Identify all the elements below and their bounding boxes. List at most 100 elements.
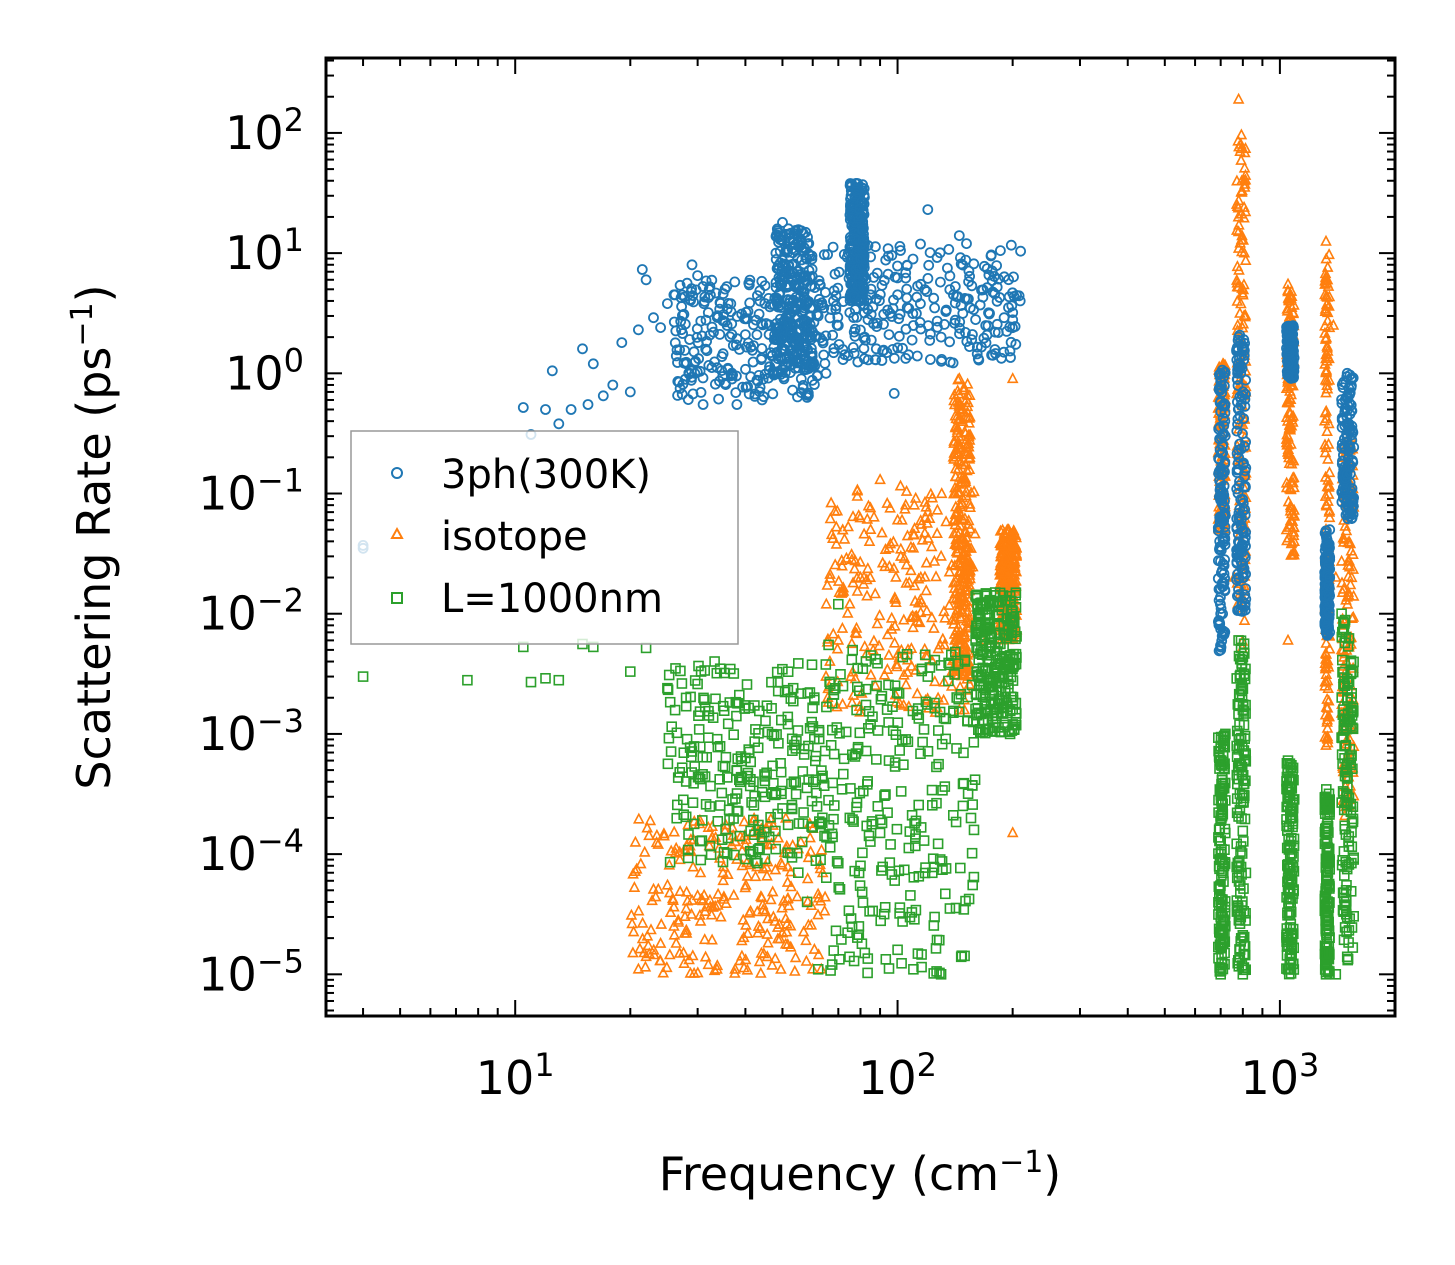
cluster-marker bbox=[1281, 534, 1293, 546]
band-marker bbox=[704, 281, 716, 293]
band-marker bbox=[795, 316, 807, 328]
band-marker bbox=[740, 856, 753, 868]
band-marker bbox=[711, 962, 723, 974]
band-marker bbox=[862, 354, 874, 366]
band-marker bbox=[793, 818, 805, 829]
band-marker bbox=[862, 953, 874, 964]
band-marker bbox=[824, 512, 837, 524]
band-marker bbox=[911, 687, 924, 699]
data-point bbox=[1215, 367, 1227, 379]
band-marker bbox=[1003, 678, 1014, 690]
data-point bbox=[922, 204, 934, 216]
band-marker bbox=[936, 355, 947, 367]
cluster-marker bbox=[1288, 321, 1299, 333]
band-marker bbox=[729, 849, 740, 861]
band-marker bbox=[869, 678, 882, 691]
band-marker bbox=[748, 799, 760, 811]
band-marker bbox=[827, 777, 839, 789]
band-marker bbox=[692, 337, 704, 349]
cluster-marker bbox=[1216, 810, 1228, 822]
cluster-marker bbox=[1238, 719, 1250, 731]
cluster-marker bbox=[1285, 419, 1298, 431]
band-marker bbox=[969, 774, 981, 786]
band-marker bbox=[828, 347, 839, 359]
band-marker bbox=[714, 328, 726, 340]
cluster-marker bbox=[1320, 331, 1333, 343]
band-marker bbox=[741, 679, 753, 690]
band-marker bbox=[862, 776, 874, 787]
band-marker bbox=[811, 309, 823, 321]
band-marker bbox=[634, 942, 646, 954]
band-marker bbox=[670, 350, 682, 362]
data-point bbox=[632, 962, 645, 974]
band-marker bbox=[873, 639, 885, 651]
band-marker bbox=[922, 531, 935, 543]
band-marker bbox=[1004, 595, 1016, 607]
band-marker bbox=[745, 848, 757, 860]
band-marker bbox=[773, 367, 784, 379]
cluster-marker bbox=[1231, 513, 1243, 524]
band-marker bbox=[784, 267, 795, 279]
band-marker bbox=[918, 724, 930, 735]
cluster-marker bbox=[1213, 923, 1225, 935]
band-marker bbox=[953, 706, 965, 718]
band-marker bbox=[665, 746, 677, 757]
cluster-marker bbox=[1322, 897, 1334, 908]
cluster-marker bbox=[1216, 899, 1228, 911]
data-point bbox=[755, 354, 767, 366]
cluster-marker bbox=[1236, 680, 1248, 692]
cluster-marker bbox=[1323, 607, 1335, 618]
band-marker bbox=[886, 249, 898, 261]
band-marker bbox=[920, 584, 933, 596]
band-marker bbox=[834, 953, 845, 965]
cluster-marker bbox=[1219, 958, 1230, 970]
band-marker bbox=[916, 533, 929, 545]
band-marker bbox=[817, 812, 828, 824]
band-marker bbox=[897, 698, 910, 710]
cluster-marker bbox=[1216, 941, 1227, 953]
band-marker bbox=[830, 537, 843, 549]
band-marker bbox=[972, 600, 984, 612]
band-marker bbox=[995, 686, 1007, 697]
band-marker bbox=[934, 706, 946, 718]
cluster-marker bbox=[1214, 763, 1225, 774]
data-point bbox=[864, 522, 877, 535]
data-point bbox=[655, 322, 666, 334]
band-marker bbox=[663, 886, 676, 898]
band-marker bbox=[934, 854, 946, 865]
cluster-marker bbox=[1218, 465, 1229, 477]
band-marker bbox=[931, 503, 944, 515]
data-point bbox=[636, 264, 648, 275]
band-marker bbox=[826, 724, 838, 736]
band-marker bbox=[663, 669, 675, 681]
band-marker bbox=[821, 635, 834, 647]
band-marker bbox=[865, 668, 877, 680]
band-marker bbox=[867, 711, 878, 723]
cluster-marker bbox=[1324, 856, 1335, 867]
data-point bbox=[702, 307, 714, 319]
band-marker bbox=[857, 847, 868, 859]
band-marker bbox=[932, 642, 945, 654]
cluster-marker bbox=[1284, 773, 1296, 784]
band-marker bbox=[759, 775, 771, 787]
band-marker bbox=[782, 899, 795, 911]
data-point bbox=[1233, 451, 1244, 463]
cluster-marker bbox=[1288, 774, 1299, 786]
data-point bbox=[702, 958, 715, 970]
data-point bbox=[1006, 826, 1019, 838]
data-point bbox=[959, 292, 971, 304]
band-marker bbox=[706, 362, 718, 374]
data-point bbox=[553, 418, 565, 430]
data-point bbox=[777, 216, 788, 228]
band-marker bbox=[981, 263, 993, 275]
band-marker bbox=[668, 928, 681, 940]
band-marker bbox=[752, 375, 764, 387]
band-marker bbox=[949, 481, 961, 493]
cluster-marker bbox=[1323, 417, 1335, 429]
band-marker bbox=[863, 705, 875, 717]
band-marker bbox=[931, 526, 943, 539]
band-marker bbox=[906, 334, 918, 346]
band-marker bbox=[800, 934, 812, 946]
band-marker bbox=[961, 432, 973, 444]
band-marker bbox=[913, 616, 926, 628]
